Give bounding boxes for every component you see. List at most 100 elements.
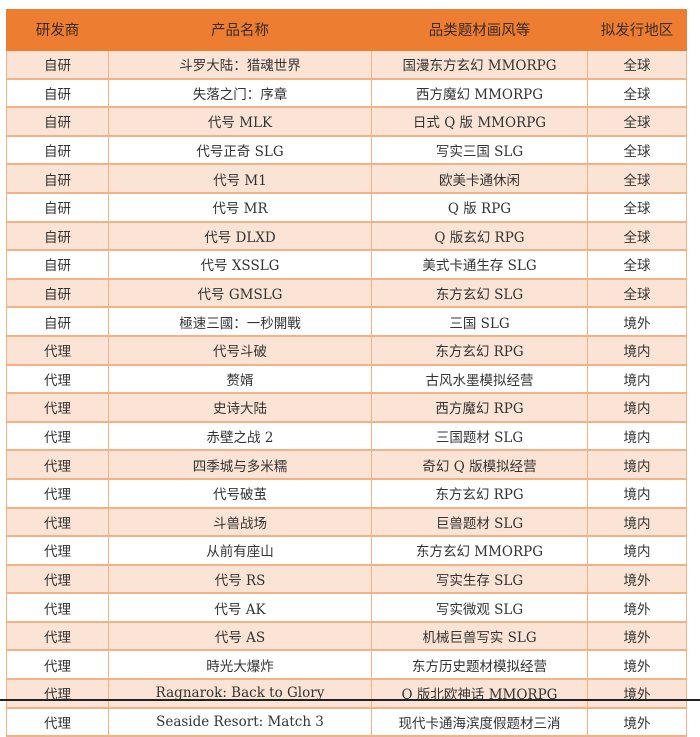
cell-genre-style: 三国题材 SLG bbox=[371, 421, 588, 452]
table-row: 代理 Ragnarok: Back to Glory Q 版北欧神话 MMORPG 境… bbox=[6, 679, 687, 709]
cell-release-region: 全球 bbox=[587, 250, 687, 280]
table-row: 代理 斗兽战场 巨兽题材 SLG 境内 bbox=[6, 507, 687, 538]
table-row: 代理 Seaside Resort: Match 3 现代卡通海滨度假题材三消 境外 bbox=[6, 707, 687, 737]
game-pipeline-table: 研发商 产品名称 品类题材画风等 拟发行地区 自研 斗罗大陆：猎魂世界 国漫东方玄幻… bbox=[6, 9, 687, 737]
cell-genre-style: 西方魔幻 MMORPG bbox=[371, 78, 588, 109]
cell-developer: 代理 bbox=[6, 421, 109, 452]
cell-release-region: 境内 bbox=[587, 335, 687, 366]
cell-release-region: 境外 bbox=[587, 650, 687, 681]
cell-release-region: 全球 bbox=[587, 278, 687, 309]
cell-developer: 代理 bbox=[6, 507, 109, 538]
cell-release-region: 全球 bbox=[587, 107, 687, 137]
cell-product-name: 四季城与多米糯 bbox=[108, 450, 372, 480]
cell-genre-style: 写实三国 SLG bbox=[371, 135, 588, 166]
cell-release-region: 全球 bbox=[587, 50, 687, 80]
cell-developer: 代理 bbox=[6, 650, 109, 681]
cell-developer: 自研 bbox=[6, 278, 109, 309]
cell-developer: 代理 bbox=[6, 679, 109, 709]
cell-product-name: 史诗大陆 bbox=[108, 393, 372, 423]
cell-developer: 代理 bbox=[6, 393, 109, 423]
header-product-name: 产品名称 bbox=[108, 9, 372, 51]
cell-product-name: Ragnarok: Back to Glory bbox=[108, 679, 372, 709]
table-row: 代理 代号破茧 东方玄幻 RPG 境内 bbox=[6, 478, 687, 509]
cell-release-region: 境外 bbox=[587, 307, 687, 337]
cell-genre-style: 写实微观 SLG bbox=[371, 593, 588, 623]
cell-developer: 自研 bbox=[6, 307, 109, 337]
cell-release-region: 全球 bbox=[587, 78, 687, 109]
cell-developer: 自研 bbox=[6, 221, 109, 252]
cell-genre-style: 巨兽题材 SLG bbox=[371, 507, 588, 538]
table-row: 自研 代号正奇 SLG 写实三国 SLG 全球 bbox=[6, 135, 687, 166]
cell-product-name: 代号 DLXD bbox=[108, 221, 372, 252]
cell-product-name: 時光大爆炸 bbox=[108, 650, 372, 681]
cell-product-name: 代号破茧 bbox=[108, 478, 372, 509]
cell-release-region: 境外 bbox=[587, 707, 687, 737]
cell-release-region: 全球 bbox=[587, 192, 687, 223]
cell-genre-style: 现代卡通海滨度假题材三消 bbox=[371, 707, 588, 737]
cell-genre-style: 奇幻 Q 版模拟经营 bbox=[371, 450, 588, 480]
cell-developer: 代理 bbox=[6, 564, 109, 595]
cell-product-name: 失落之门：序章 bbox=[108, 78, 372, 109]
cell-product-name: 斗兽战场 bbox=[108, 507, 372, 538]
cell-developer: 代理 bbox=[6, 478, 109, 509]
cell-genre-style: Q 版北欧神话 MMORPG bbox=[371, 679, 588, 709]
cell-developer: 代理 bbox=[6, 536, 109, 566]
cell-release-region: 境内 bbox=[587, 364, 687, 395]
cell-product-name: 代号 MR bbox=[108, 192, 372, 223]
table-row: 代理 代号 AK 写实微观 SLG 境外 bbox=[6, 593, 687, 623]
cell-genre-style: 写实生存 SLG bbox=[371, 564, 588, 595]
cell-genre-style: 欧美卡通休闲 bbox=[371, 164, 588, 194]
table-row: 自研 代号 MLK 日式 Q 版 MMORPG 全球 bbox=[6, 107, 687, 137]
bottom-divider bbox=[0, 699, 700, 701]
cell-genre-style: 古风水墨模拟经营 bbox=[371, 364, 588, 395]
table-row: 代理 史诗大陆 西方魔幻 RPG 境内 bbox=[6, 393, 687, 423]
table-row: 自研 代号 XSSLG 美式卡通生存 SLG 全球 bbox=[6, 250, 687, 280]
cell-genre-style: 国漫东方玄幻 MMORPG bbox=[371, 50, 588, 80]
cell-release-region: 境外 bbox=[587, 679, 687, 709]
cell-release-region: 全球 bbox=[587, 164, 687, 194]
table-row: 自研 代号 MR Q 版 RPG 全球 bbox=[6, 192, 687, 223]
cell-genre-style: 美式卡通生存 SLG bbox=[371, 250, 588, 280]
cell-product-name: 代号 RS bbox=[108, 564, 372, 595]
cell-release-region: 全球 bbox=[587, 135, 687, 166]
cell-developer: 代理 bbox=[6, 335, 109, 366]
table-row: 代理 赤壁之战 2 三国题材 SLG 境内 bbox=[6, 421, 687, 452]
cell-product-name: 代号 AS bbox=[108, 621, 372, 652]
cell-genre-style: 东方玄幻 RPG bbox=[371, 335, 588, 366]
table-row: 代理 四季城与多米糯 奇幻 Q 版模拟经营 境内 bbox=[6, 450, 687, 480]
cell-product-name: Seaside Resort: Match 3 bbox=[108, 707, 372, 737]
table-row: 代理 代号 RS 写实生存 SLG 境外 bbox=[6, 564, 687, 595]
cell-developer: 自研 bbox=[6, 250, 109, 280]
cell-genre-style: Q 版 RPG bbox=[371, 192, 588, 223]
cell-genre-style: 东方玄幻 MMORPG bbox=[371, 536, 588, 566]
cell-genre-style: 机械巨兽写实 SLG bbox=[371, 621, 588, 652]
cell-developer: 自研 bbox=[6, 164, 109, 194]
cell-developer: 代理 bbox=[6, 364, 109, 395]
cell-release-region: 境内 bbox=[587, 507, 687, 538]
cell-developer: 代理 bbox=[6, 593, 109, 623]
cell-release-region: 境内 bbox=[587, 393, 687, 423]
table-row: 代理 代号斗破 东方玄幻 RPG 境内 bbox=[6, 335, 687, 366]
cell-developer: 代理 bbox=[6, 707, 109, 737]
cell-product-name: 代号 MLK bbox=[108, 107, 372, 137]
header-developer: 研发商 bbox=[6, 9, 109, 51]
cell-genre-style: 日式 Q 版 MMORPG bbox=[371, 107, 588, 137]
cell-release-region: 境内 bbox=[587, 421, 687, 452]
cell-product-name: 代号正奇 SLG bbox=[108, 135, 372, 166]
cell-release-region: 境外 bbox=[587, 621, 687, 652]
cell-developer: 代理 bbox=[6, 450, 109, 480]
cell-product-name: 代号 XSSLG bbox=[108, 250, 372, 280]
cell-product-name: 代号 GMSLG bbox=[108, 278, 372, 309]
header-genre-style: 品类题材画风等 bbox=[371, 9, 588, 51]
header-row: 研发商 产品名称 品类题材画风等 拟发行地区 bbox=[6, 9, 687, 51]
cell-product-name: 代号斗破 bbox=[108, 335, 372, 366]
table-row: 自研 失落之门：序章 西方魔幻 MMORPG 全球 bbox=[6, 78, 687, 109]
cell-release-region: 境内 bbox=[587, 478, 687, 509]
table-row: 自研 代号 DLXD Q 版玄幻 RPG 全球 bbox=[6, 221, 687, 252]
cell-release-region: 境内 bbox=[587, 536, 687, 566]
table-row: 代理 代号 AS 机械巨兽写实 SLG 境外 bbox=[6, 621, 687, 652]
table-row: 代理 時光大爆炸 东方历史题材模拟经营 境外 bbox=[6, 650, 687, 681]
cell-genre-style: 西方魔幻 RPG bbox=[371, 393, 588, 423]
cell-genre-style: 三国 SLG bbox=[371, 307, 588, 337]
cell-release-region: 全球 bbox=[587, 221, 687, 252]
